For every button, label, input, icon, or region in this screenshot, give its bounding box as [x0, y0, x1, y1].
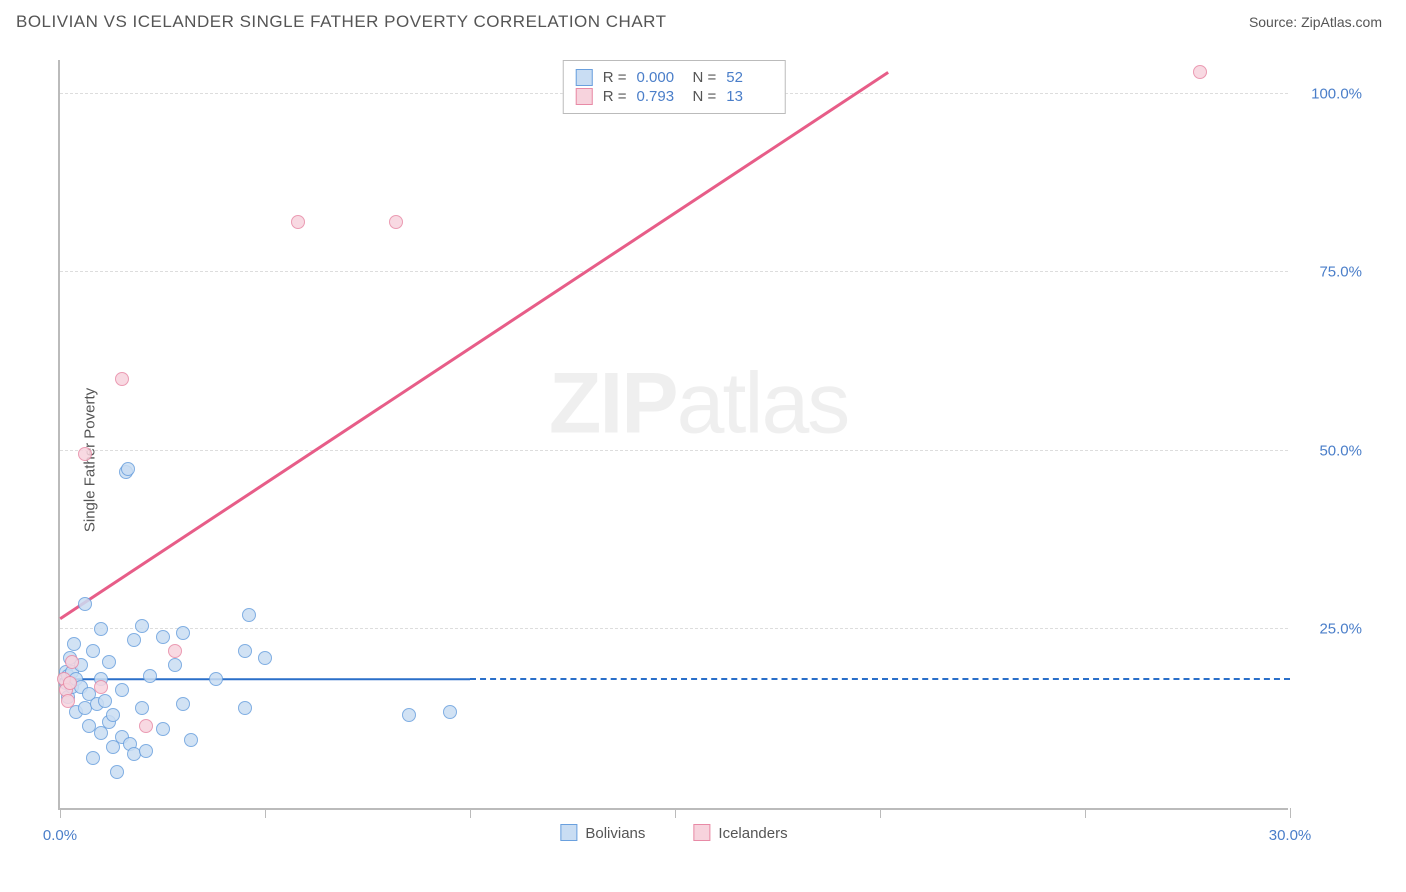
gridline: [60, 271, 1288, 272]
data-point: [156, 630, 170, 644]
chart-container: Single Father Poverty ZIPatlas 25.0%50.0…: [40, 50, 1380, 870]
legend-label: Bolivians: [585, 825, 645, 842]
y-tick-label: 100.0%: [1311, 85, 1362, 102]
data-point: [156, 722, 170, 736]
series-legend: Bolivians Icelanders: [560, 824, 787, 842]
data-point: [291, 215, 305, 229]
data-point: [78, 447, 92, 461]
trend-line-dashed: [470, 678, 1290, 680]
n-value: 52: [726, 69, 772, 86]
data-point: [139, 719, 153, 733]
data-point: [67, 637, 81, 651]
n-label: N =: [693, 69, 717, 86]
x-tick: [60, 808, 61, 818]
legend-swatch: [576, 88, 593, 105]
x-tick: [1290, 808, 1291, 818]
data-point: [258, 651, 272, 665]
x-tick: [265, 808, 266, 818]
y-tick-label: 75.0%: [1319, 264, 1362, 281]
data-point: [176, 697, 190, 711]
y-tick-label: 25.0%: [1319, 621, 1362, 638]
data-point: [115, 372, 129, 386]
legend-swatch: [576, 69, 593, 86]
data-point: [115, 683, 129, 697]
n-value: 13: [726, 88, 772, 105]
chart-title: BOLIVIAN VS ICELANDER SINGLE FATHER POVE…: [16, 12, 667, 32]
n-label: N =: [693, 88, 717, 105]
data-point: [86, 644, 100, 658]
data-point: [238, 701, 252, 715]
legend-label: Icelanders: [718, 825, 787, 842]
data-point: [1193, 65, 1207, 79]
data-point: [98, 694, 112, 708]
data-point: [168, 658, 182, 672]
data-point: [94, 622, 108, 636]
legend-row: R = 0.793 N = 13: [576, 88, 773, 105]
data-point: [168, 644, 182, 658]
data-point: [443, 705, 457, 719]
data-point: [143, 669, 157, 683]
data-point: [402, 708, 416, 722]
legend-swatch: [560, 824, 577, 841]
data-point: [135, 619, 149, 633]
data-point: [94, 680, 108, 694]
data-point: [65, 655, 79, 669]
trend-line: [60, 678, 470, 681]
data-point: [135, 701, 149, 715]
data-point: [61, 694, 75, 708]
data-point: [209, 672, 223, 686]
x-tick: [880, 808, 881, 818]
data-point: [238, 644, 252, 658]
x-tick: [1085, 808, 1086, 818]
y-tick-label: 50.0%: [1319, 442, 1362, 459]
data-point: [106, 708, 120, 722]
r-value: 0.000: [637, 69, 683, 86]
correlation-legend: R = 0.000 N = 52 R = 0.793 N = 13: [563, 60, 786, 114]
x-tick-label: 0.0%: [43, 827, 77, 844]
legend-swatch: [693, 824, 710, 841]
r-label: R =: [603, 88, 627, 105]
data-point: [176, 626, 190, 640]
x-tick: [470, 808, 471, 818]
header: BOLIVIAN VS ICELANDER SINGLE FATHER POVE…: [0, 0, 1406, 40]
data-point: [102, 655, 116, 669]
x-tick: [675, 808, 676, 818]
watermark: ZIPatlas: [549, 355, 848, 454]
data-point: [78, 597, 92, 611]
data-point: [389, 215, 403, 229]
trend-line: [59, 71, 889, 620]
gridline: [60, 628, 1288, 629]
data-point: [127, 633, 141, 647]
plot-area: ZIPatlas 25.0%50.0%75.0%100.0%0.0%30.0%R…: [58, 60, 1288, 810]
legend-item: Bolivians: [560, 824, 645, 842]
r-value: 0.793: [637, 88, 683, 105]
gridline: [60, 450, 1288, 451]
legend-item: Icelanders: [693, 824, 787, 842]
data-point: [139, 744, 153, 758]
x-tick-label: 30.0%: [1269, 827, 1312, 844]
r-label: R =: [603, 69, 627, 86]
data-point: [242, 608, 256, 622]
source-credit: Source: ZipAtlas.com: [1249, 14, 1382, 30]
legend-row: R = 0.000 N = 52: [576, 69, 773, 86]
data-point: [63, 676, 77, 690]
data-point: [86, 751, 100, 765]
data-point: [184, 733, 198, 747]
data-point: [121, 462, 135, 476]
data-point: [110, 765, 124, 779]
